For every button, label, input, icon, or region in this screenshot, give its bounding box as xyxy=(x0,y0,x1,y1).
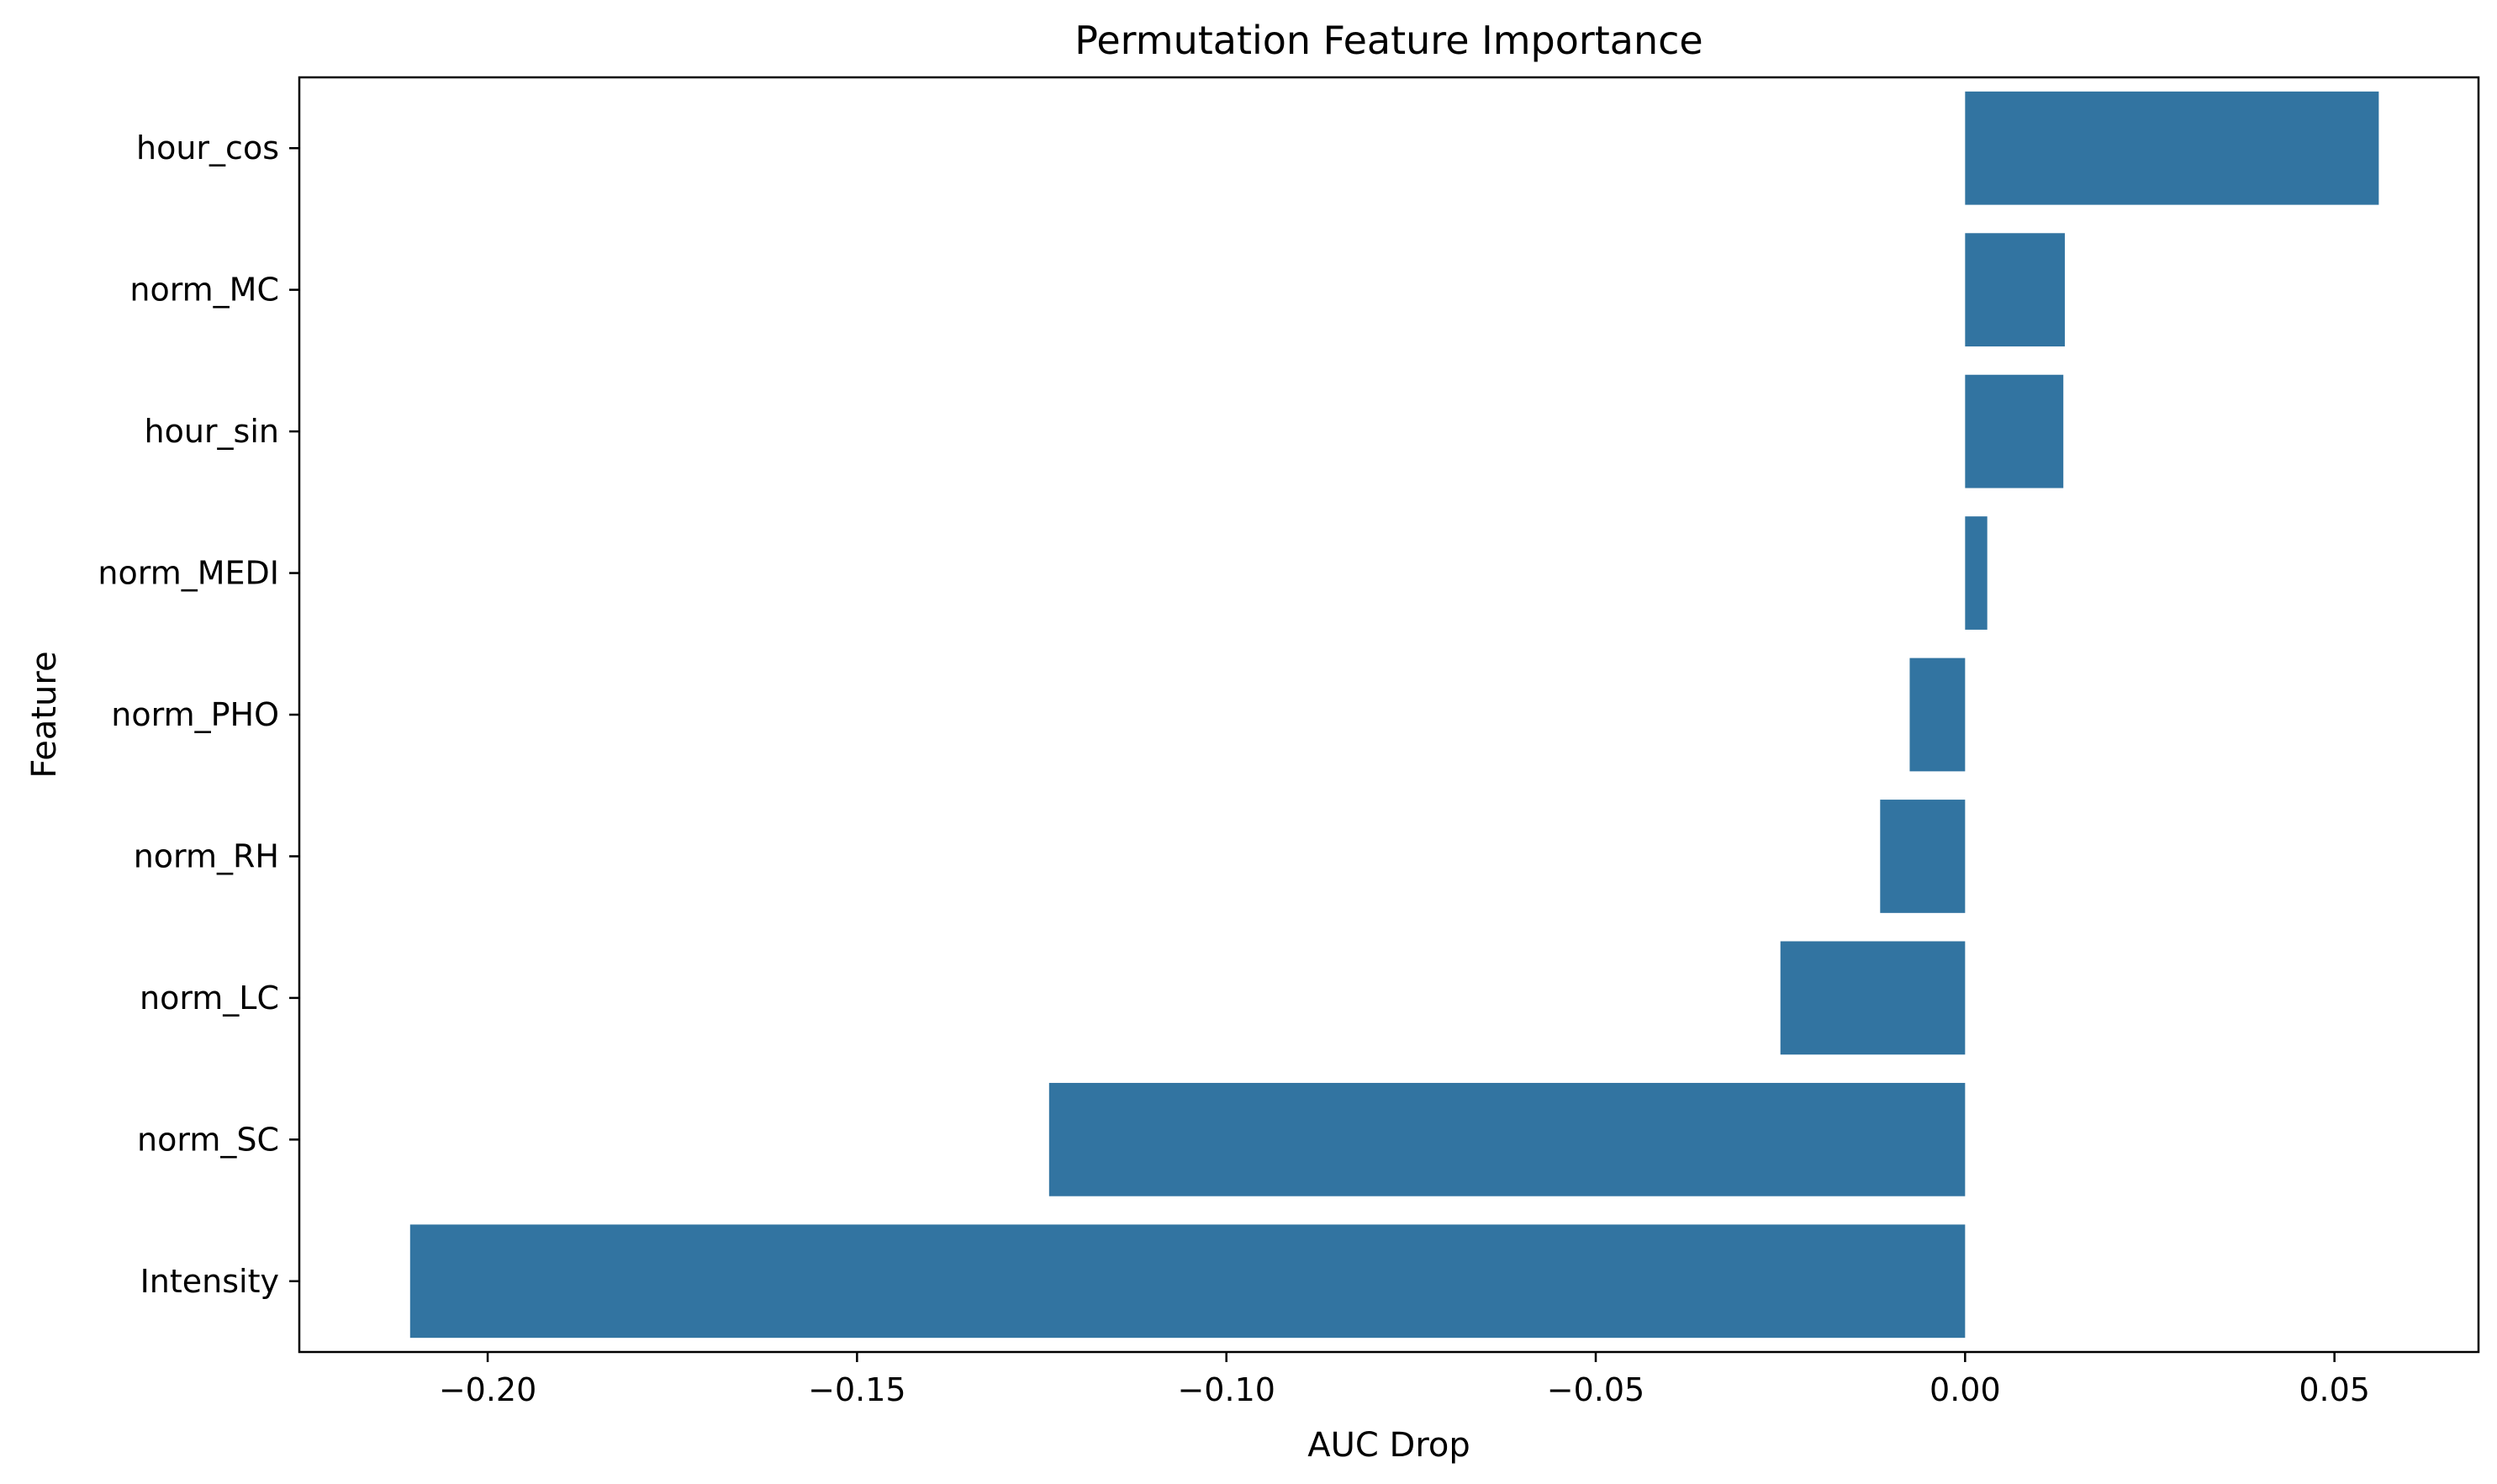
y-tick-label: hour_cos xyxy=(136,129,279,166)
bar-norm-medi xyxy=(1965,516,1988,630)
x-tick-label: −0.10 xyxy=(1177,1371,1275,1408)
y-axis-title: Feature xyxy=(25,651,64,778)
y-tick-label: hour_sin xyxy=(145,413,279,450)
y-tick-label: norm_LC xyxy=(140,980,279,1017)
x-tick-label: −0.15 xyxy=(808,1371,905,1408)
bar-norm-sc xyxy=(1048,1082,1966,1196)
bar-norm-pho xyxy=(1909,658,1966,772)
bar-hour-sin xyxy=(1965,374,2064,489)
bars-layer xyxy=(409,91,2379,1339)
y-tick-label: norm_MC xyxy=(129,272,279,309)
y-axis: hour_cos norm_MC hour_sin norm_MEDI norm_PHO… xyxy=(98,129,299,1300)
y-tick-label: norm_SC xyxy=(137,1121,279,1158)
x-axis: −0.20 −0.15 −0.10 −0.05 0.00 0.05 xyxy=(439,1352,2370,1408)
y-tick-label: norm_RH xyxy=(134,837,279,874)
y-tick-label: norm_PHO xyxy=(111,696,279,733)
bar-norm-rh xyxy=(1880,800,1966,913)
x-tick-label: 0.05 xyxy=(2299,1371,2370,1408)
bar-intensity xyxy=(409,1224,1966,1339)
bar-norm-lc xyxy=(1780,941,1966,1055)
y-tick-label: norm_MEDI xyxy=(98,555,279,592)
bar-norm-mc xyxy=(1965,233,2065,347)
x-tick-label: 0.00 xyxy=(1930,1371,2001,1408)
x-axis-title: AUC Drop xyxy=(1307,1426,1470,1465)
y-tick-label: Intensity xyxy=(140,1263,279,1300)
x-tick-label: −0.05 xyxy=(1547,1371,1644,1408)
bar-hour-cos xyxy=(1965,91,2379,205)
x-tick-label: −0.20 xyxy=(439,1371,536,1408)
chart-title: Permutation Feature Importance xyxy=(1074,18,1702,63)
